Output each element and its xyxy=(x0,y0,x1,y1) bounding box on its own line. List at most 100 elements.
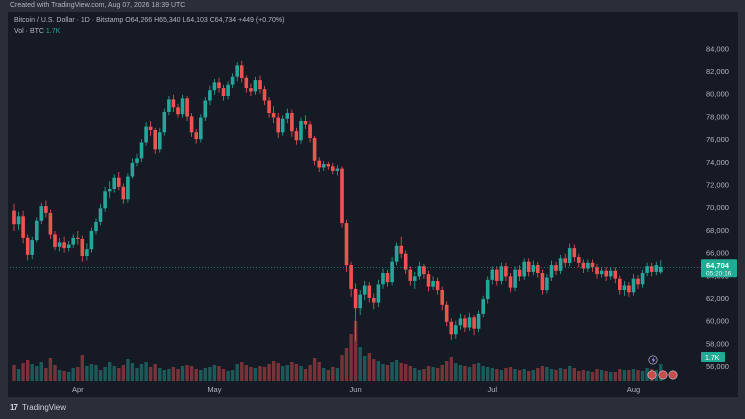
candle-body xyxy=(35,220,39,241)
volume-bar xyxy=(16,369,21,381)
created-with-caption: Created with TradingView.com, Aug 07, 20… xyxy=(10,2,186,9)
candle-body xyxy=(98,208,103,222)
volume-bar xyxy=(353,321,358,381)
candle-body xyxy=(399,245,403,254)
candle-body xyxy=(499,266,504,281)
candle-body xyxy=(144,126,148,143)
volume-bar xyxy=(563,369,567,381)
volume-bar xyxy=(112,366,116,381)
volume-bar xyxy=(513,369,517,381)
y-tick-label: 66,000 xyxy=(706,249,729,258)
candle-body xyxy=(504,266,508,277)
candle-body xyxy=(554,265,558,271)
candle-body xyxy=(545,277,549,291)
candle-body xyxy=(121,186,126,200)
candle-body xyxy=(271,113,276,118)
candle-body xyxy=(572,248,577,258)
candle-body xyxy=(308,124,312,138)
volume-bar xyxy=(44,368,48,381)
symbol-name[interactable]: Bitcoin / U.S. Dollar · 1D · Bitstamp xyxy=(14,17,124,24)
volume-bar xyxy=(590,372,595,381)
volume-bar xyxy=(399,363,403,381)
candle-body xyxy=(280,118,285,133)
volume-bar xyxy=(35,366,39,381)
volume-bar xyxy=(262,367,267,381)
x-tick-label: Jul xyxy=(488,385,498,394)
candle-body xyxy=(604,270,608,277)
candle-body xyxy=(189,116,194,133)
candle-body xyxy=(89,231,94,250)
candle-body xyxy=(595,267,599,275)
candle-body xyxy=(485,279,490,300)
candle-body xyxy=(117,177,121,187)
volume-bar xyxy=(390,362,394,381)
volume-bar xyxy=(404,364,408,381)
candle-body xyxy=(476,313,481,329)
volume-bar xyxy=(385,365,390,381)
candle-body xyxy=(317,160,321,168)
volume-bar xyxy=(504,368,508,381)
candle-body xyxy=(577,257,581,263)
candle-body xyxy=(199,117,203,140)
chart-panel[interactable] xyxy=(8,12,738,397)
candle-body xyxy=(472,317,476,329)
volume-bar xyxy=(340,355,344,381)
volume-label[interactable]: Vol · BTC xyxy=(14,28,44,35)
candle-body xyxy=(463,318,467,328)
candle-body xyxy=(508,276,513,288)
volume-bar xyxy=(572,368,576,381)
candle-body xyxy=(558,258,563,271)
volume-bar xyxy=(495,369,499,381)
candle-body xyxy=(76,237,80,239)
volume-bar xyxy=(76,367,80,381)
volume-bar xyxy=(126,359,130,381)
candle-body xyxy=(567,248,572,263)
candle-body xyxy=(148,126,153,130)
candle-body xyxy=(454,325,458,335)
volume-bar xyxy=(449,357,453,381)
y-tick-label: 72,000 xyxy=(706,181,729,190)
volume-bar xyxy=(171,367,176,381)
volume-bar xyxy=(162,370,166,381)
candle-body xyxy=(158,132,162,150)
candle-body xyxy=(212,82,217,91)
x-tick-label: Jun xyxy=(350,385,362,394)
volume-bar xyxy=(217,366,221,381)
candle-body xyxy=(435,281,440,291)
candle-body xyxy=(139,142,144,159)
volume-bar xyxy=(394,360,399,381)
volume-bar xyxy=(308,365,312,381)
candle-body xyxy=(381,273,385,285)
candle-body xyxy=(640,273,645,285)
volume-bar xyxy=(108,362,112,381)
candle-body xyxy=(276,117,280,133)
candle-body xyxy=(135,158,139,163)
volume-bar xyxy=(499,370,504,381)
price-label-value: 64,704 xyxy=(706,261,730,270)
y-tick-label: 60,000 xyxy=(706,317,729,326)
candle-body xyxy=(290,113,294,132)
volume-bar xyxy=(271,361,276,381)
candle-body xyxy=(112,177,116,189)
tradingview-logo-icon: 17 xyxy=(10,403,18,412)
y-tick-label: 70,000 xyxy=(706,203,729,212)
y-tick-label: 80,000 xyxy=(706,90,729,99)
candle-body xyxy=(331,166,335,171)
volume-bar xyxy=(130,363,135,381)
volume-bar xyxy=(167,369,171,381)
volume-bar xyxy=(144,362,148,381)
volume-bar xyxy=(531,370,535,381)
volume-bar xyxy=(568,366,572,381)
candle-body xyxy=(608,270,613,277)
candle-body xyxy=(176,107,180,115)
volume-bar xyxy=(349,334,353,381)
volume-bar xyxy=(431,367,435,381)
volume-bar xyxy=(540,366,545,381)
candle-body xyxy=(326,164,331,167)
volume-bar xyxy=(290,362,294,381)
volume-bar xyxy=(631,369,636,381)
candle-body xyxy=(12,210,16,225)
candle-body xyxy=(239,65,244,78)
